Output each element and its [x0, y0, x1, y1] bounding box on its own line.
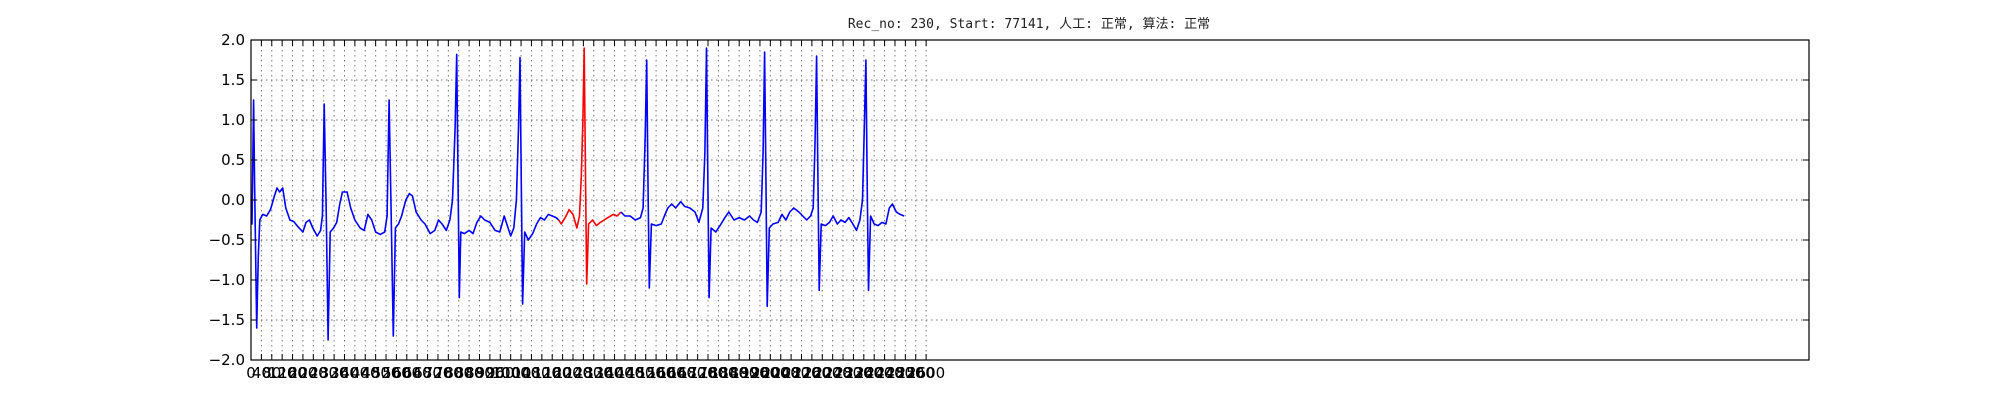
- y-tick-label: −2.0: [209, 351, 245, 369]
- y-tick-label: −1.5: [209, 311, 245, 329]
- y-tick-label: 1.0: [221, 111, 245, 129]
- x-tick-label: 2160: [793, 364, 831, 382]
- x-tick-label: 2400: [855, 364, 893, 382]
- x-tick-label: 1320: [575, 364, 613, 382]
- x-tick-label: 1160: [533, 364, 571, 382]
- x-tick-label: 2200: [803, 364, 841, 382]
- ecg-series-2: [558, 47, 622, 285]
- grid-lines: [251, 40, 1809, 360]
- x-tick-label: 120: [268, 364, 297, 382]
- x-tick-label: 2360: [845, 364, 883, 382]
- x-tick-label: 240: [299, 364, 328, 382]
- x-tick-label: 200: [289, 364, 318, 382]
- x-tick-label: 1720: [679, 364, 717, 382]
- x-tick-label: 2600: [907, 364, 945, 382]
- x-tick-label: 1400: [595, 364, 633, 382]
- x-tick-label: 1800: [699, 364, 737, 382]
- x-tick-label: 360: [330, 364, 359, 382]
- x-tick-label: 2520: [886, 364, 924, 382]
- x-tick-label: 1840: [710, 364, 748, 382]
- x-tick-label: 800: [444, 364, 473, 382]
- x-tick-label: 1040: [502, 364, 540, 382]
- x-tick-label: 1360: [585, 364, 623, 382]
- x-tick-label: 880: [465, 364, 494, 382]
- x-tick-label: 2560: [897, 364, 935, 382]
- x-tick-label: 320: [320, 364, 349, 382]
- x-tick-label: 1600: [647, 364, 685, 382]
- x-tick-label: 1000: [492, 364, 530, 382]
- x-tick-label: 720: [424, 364, 453, 382]
- x-tick-label: 1640: [658, 364, 696, 382]
- x-tick-label: 480: [361, 364, 390, 382]
- y-tick-label: −1.0: [209, 271, 245, 289]
- x-tick-label: 640: [403, 364, 432, 382]
- x-tick-label: 1520: [627, 364, 665, 382]
- x-tick-label: 1440: [606, 364, 644, 382]
- x-tick-label: 2040: [762, 364, 800, 382]
- ecg-series-3: [620, 47, 905, 308]
- x-tick-label: 2240: [814, 364, 852, 382]
- y-tick-label: 1.5: [221, 71, 245, 89]
- x-tick-label: 1080: [512, 364, 550, 382]
- x-tick-label: 160: [278, 364, 307, 382]
- x-tick-label: 1280: [564, 364, 602, 382]
- x-tick-label: 760: [434, 364, 463, 382]
- x-tick-label: 1200: [544, 364, 582, 382]
- x-tick-label: 2280: [824, 364, 862, 382]
- series-group: [251, 47, 905, 341]
- x-tick-label: 400: [341, 364, 370, 382]
- x-tick-label: 2480: [876, 364, 914, 382]
- x-tick-label: 280: [309, 364, 338, 382]
- x-tick-label: 2440: [865, 364, 903, 382]
- x-tick-label: 840: [455, 364, 484, 382]
- x-tick-label: 1560: [637, 364, 675, 382]
- x-tick-label: 2120: [782, 364, 820, 382]
- x-tick-label: 960: [486, 364, 515, 382]
- x-tick-label: 600: [392, 364, 421, 382]
- y-tick-label: 2.0: [221, 31, 245, 49]
- x-tick-label: 1960: [741, 364, 779, 382]
- ecg-series-1: [251, 53, 560, 341]
- x-tick-label: 1880: [720, 364, 758, 382]
- x-tick-label: 2000: [751, 364, 789, 382]
- x-tick-label: 1240: [554, 364, 592, 382]
- x-tick-label: 920: [476, 364, 505, 382]
- x-tick-label: 40: [252, 364, 271, 382]
- x-tick-label: 1480: [616, 364, 654, 382]
- x-tick-label: 80: [262, 364, 281, 382]
- y-tick-label: 0.0: [221, 191, 245, 209]
- x-tick-label: 680: [413, 364, 442, 382]
- x-axis: 0408012016020024028032036040044048052056…: [246, 40, 945, 382]
- x-tick-label: 2320: [834, 364, 872, 382]
- x-tick-label: 1760: [689, 364, 727, 382]
- x-tick-label: 560: [382, 364, 411, 382]
- y-tick-label: −0.5: [209, 231, 245, 249]
- x-tick-label: 1680: [668, 364, 706, 382]
- y-tick-label: 0.5: [221, 151, 245, 169]
- plot-frame: [250, 39, 1810, 361]
- x-tick-label: 1120: [523, 364, 561, 382]
- x-tick-label: 520: [372, 364, 401, 382]
- chart-title: Rec_no: 230, Start: 77141, 人工: 正常, 算法: 正…: [848, 17, 1210, 32]
- x-tick-label: 440: [351, 364, 380, 382]
- y-axis: 2.0 1.5 1.0 0.5 0.0 −0.5 −1.0 −1.5 −2.0: [209, 31, 1809, 369]
- x-tick-label: 2080: [772, 364, 810, 382]
- x-tick-label: 1920: [730, 364, 768, 382]
- x-tick-label: 0: [246, 364, 256, 382]
